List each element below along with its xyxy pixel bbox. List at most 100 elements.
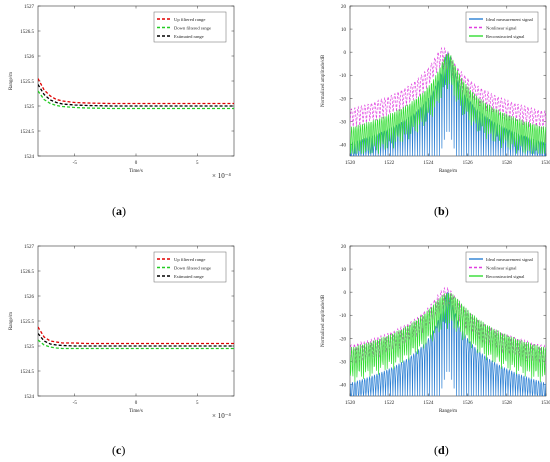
y-tick-label: -30 — [339, 360, 346, 365]
y-tick-label: 10 — [341, 28, 347, 33]
y-tick-label: 1526 — [24, 295, 35, 300]
x-axis-label: Range/m — [439, 169, 457, 174]
caption-a-text: a — [116, 204, 122, 218]
x-tick-label: 1522 — [384, 161, 395, 166]
legend-label: Estimated range — [174, 34, 204, 39]
y-tick-label: -20 — [339, 337, 346, 342]
y-tick-label: 0 — [344, 51, 347, 56]
legend-label: Down filtered range — [174, 26, 211, 31]
y-tick-label: 1527 — [24, 245, 35, 250]
series-line — [38, 339, 234, 350]
y-tick-label: 1524 — [24, 395, 35, 400]
caption-d: (d) — [434, 443, 449, 457]
legend: Ideal measurement signal Nonlinear signal… — [465, 251, 539, 283]
x-tick-label: 1524 — [423, 401, 434, 406]
legend-label: Up filtered range — [174, 257, 205, 262]
series-line — [38, 84, 234, 107]
caption-a: (a) — [112, 204, 126, 218]
x-axis-label: Time/s — [129, 409, 143, 414]
caption-d-text: d — [438, 443, 445, 457]
series-line — [350, 53, 546, 154]
y-tick-label: 0 — [344, 291, 347, 296]
x-tick-label: 0 — [135, 401, 138, 406]
plot-lines — [350, 286, 546, 396]
x-tick-label: 0 — [135, 161, 138, 166]
legend-box — [465, 11, 539, 43]
y-axis-label: Normalized amplitude/dB — [321, 294, 326, 347]
plot-lines — [350, 46, 546, 156]
y-tick-label: 1525.5 — [20, 320, 34, 325]
chart-b: -40 -30 -20 -10 0 10 20 1520 1522 1524 1526 1528 153… — [321, 5, 550, 174]
y-tick-label: 1525 — [24, 105, 35, 110]
y-tick-label: 1524.5 — [20, 370, 34, 375]
series-line — [38, 78, 234, 105]
legend-label: Down filtered range — [174, 266, 211, 271]
legend-label: Up filtered range — [174, 17, 205, 22]
x-tick-label: 1526 — [463, 161, 474, 166]
x-axis-label: Range/m — [439, 409, 457, 414]
y-axis-label: Range/m — [9, 312, 14, 330]
y-tick-label: 1524 — [24, 155, 35, 160]
plot-lines — [38, 78, 234, 110]
legend-label: Nonlinear signal — [486, 26, 517, 31]
caption-c-text: c — [116, 443, 122, 457]
chart-c: 1524 1524.5 1525 1525.5 1526 1526.5 1527 -5 0 5 Ti… — [9, 245, 235, 420]
y-tick-label: -30 — [339, 120, 346, 125]
legend-label: Estimated range — [174, 274, 204, 279]
x-tick-label: 1528 — [502, 401, 513, 406]
y-tick-label: 20 — [341, 245, 347, 250]
y-tick-label: -20 — [339, 97, 346, 102]
x-tick-label: 1530 — [541, 161, 550, 166]
x-tick-label: 1522 — [384, 401, 395, 406]
legend-label: Reconstructed signal — [486, 34, 525, 39]
x-tick-label: -5 — [73, 161, 78, 166]
x-tick-label: 1530 — [541, 401, 550, 406]
series-line — [38, 90, 234, 110]
legend-box — [153, 11, 227, 43]
y-tick-label: 10 — [341, 268, 347, 273]
y-axis-label: Normalized amplitude/dB — [321, 54, 326, 107]
x-exponent-label: × 10⁻⁴ — [212, 412, 231, 420]
y-tick-label: -10 — [339, 314, 346, 319]
y-tick-label: 1525.5 — [20, 80, 34, 85]
x-tick-label: 5 — [196, 161, 199, 166]
x-tick-label: 5 — [196, 401, 199, 406]
x-tick-label: 1520 — [345, 401, 356, 406]
x-tick-label: 1526 — [463, 401, 474, 406]
x-tick-label: 1528 — [502, 161, 513, 166]
series-line — [38, 326, 234, 345]
y-tick-label: -10 — [339, 74, 346, 79]
x-axis-label: Time/s — [129, 169, 143, 174]
chart-d: -40 -30 -20 -10 0 10 20 1520 1522 1524 1526 1528 153… — [321, 245, 550, 414]
y-axis-label: Range/m — [9, 72, 14, 90]
y-tick-label: 20 — [341, 5, 347, 10]
legend-label: Nonlinear signal — [486, 266, 517, 271]
legend-label: Ideal measurement signal — [486, 257, 534, 262]
y-tick-label: 1525 — [24, 345, 35, 350]
y-tick-label: 1526.5 — [20, 270, 34, 275]
y-tick-label: 1527 — [24, 5, 35, 10]
y-tick-label: 1524.5 — [20, 130, 34, 135]
x-tick-label: 1524 — [423, 161, 434, 166]
legend: Up filtered range Down filtered range Esti… — [153, 251, 227, 283]
legend-box — [465, 251, 539, 283]
series-line — [38, 333, 234, 347]
legend: Ideal measurement signal Nonlinear signal… — [465, 11, 539, 43]
y-tick-label: -40 — [339, 143, 346, 148]
caption-c: (c) — [112, 443, 126, 457]
plot-lines — [38, 326, 234, 350]
chart-a: 1524 1524.5 1525 1525.5 1526 1526.5 1527 -5 0 5 Ti… — [9, 5, 235, 180]
series-line — [350, 292, 546, 383]
x-tick-label: 1520 — [345, 161, 356, 166]
y-tick-label: 1526.5 — [20, 30, 34, 35]
legend-label: Ideal measurement signal — [486, 17, 534, 22]
x-tick-label: -5 — [73, 401, 78, 406]
caption-b: (b) — [434, 204, 449, 218]
y-tick-label: -40 — [339, 383, 346, 388]
x-exponent-label: × 10⁻⁴ — [212, 172, 231, 180]
legend-box — [153, 251, 227, 283]
y-tick-label: 1526 — [24, 55, 35, 60]
legend: Up filtered range Down filtered range Esti… — [153, 11, 227, 43]
caption-b-text: b — [438, 204, 445, 218]
